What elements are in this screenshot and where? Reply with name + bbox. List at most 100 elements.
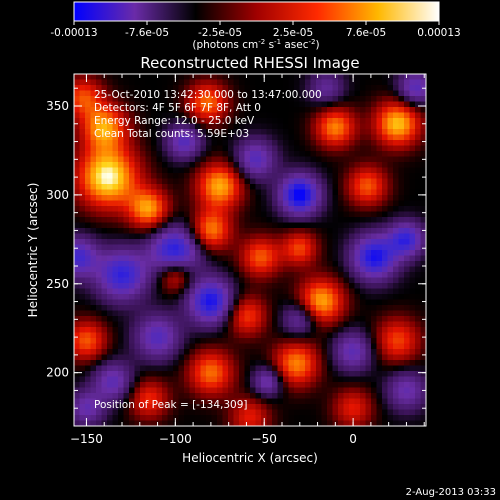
heatmap-cell [360, 233, 367, 240]
heatmap-cell [123, 299, 130, 306]
heatmap-cell [96, 420, 103, 426]
heatmap-cell [156, 250, 163, 257]
heatmap-cell [299, 299, 306, 306]
heatmap-cell [178, 112, 185, 119]
heatmap-cell [404, 305, 411, 312]
heatmap-cell [316, 134, 323, 141]
heatmap-cell [338, 74, 345, 81]
heatmap-cell [96, 85, 103, 92]
heatmap-cell [404, 371, 411, 378]
heatmap-cell [382, 299, 389, 306]
heatmap-cell [332, 156, 339, 163]
heatmap-cell [321, 222, 328, 229]
heatmap-cell [305, 74, 312, 81]
heatmap-cell [250, 321, 257, 328]
heatmap-cell [316, 107, 323, 114]
heatmap-cell [266, 398, 273, 405]
heatmap-cell [85, 129, 92, 136]
heatmap-cell [195, 272, 202, 279]
heatmap-cell [79, 101, 86, 108]
heatmap-cell [162, 211, 169, 218]
heatmap-cell [299, 316, 306, 323]
heatmap-cell [189, 332, 196, 339]
heatmap-cell [250, 343, 257, 350]
heatmap-cell [376, 96, 383, 103]
heatmap-cell [140, 118, 147, 125]
heatmap-cell [360, 239, 367, 246]
heatmap-cell [233, 112, 240, 119]
heatmap-cell [222, 151, 229, 158]
heatmap-cell [217, 376, 224, 383]
heatmap-cell [288, 409, 295, 416]
heatmap-cell [409, 129, 416, 136]
heatmap-cell [173, 332, 180, 339]
heatmap-cell [211, 200, 218, 207]
heatmap-cell [173, 145, 180, 152]
heatmap-cell [140, 354, 147, 361]
heatmap-cell [250, 415, 257, 422]
heatmap-cell [217, 316, 224, 323]
heatmap-cell [283, 112, 290, 119]
heatmap-cell [365, 398, 372, 405]
heatmap-cell [288, 244, 295, 251]
heatmap-cell [365, 217, 372, 224]
heatmap-cell [398, 294, 405, 301]
heatmap-cell [244, 74, 251, 81]
heatmap-cell [316, 398, 323, 405]
heatmap-cell [294, 178, 301, 185]
heatmap-cell [85, 211, 92, 218]
heatmap-cell [277, 151, 284, 158]
heatmap-cell [277, 387, 284, 394]
heatmap-cell [156, 145, 163, 152]
heatmap-cell [239, 200, 246, 207]
heatmap-cell [167, 382, 174, 389]
heatmap-cell [167, 332, 174, 339]
heatmap-cell [167, 96, 174, 103]
heatmap-cell [255, 266, 262, 273]
heatmap-cell [360, 266, 367, 273]
heatmap-cell [354, 96, 361, 103]
heatmap-cell [404, 107, 411, 114]
heatmap-cell [228, 184, 235, 191]
heatmap-cell [101, 90, 108, 97]
heatmap-cell [398, 228, 405, 235]
heatmap-cell [393, 195, 400, 202]
heatmap-cell [376, 272, 383, 279]
heatmap-cell [151, 283, 158, 290]
heatmap-cell [162, 272, 169, 279]
heatmap-cell [415, 415, 422, 422]
heatmap-cell [321, 415, 328, 422]
heatmap-cell [239, 332, 246, 339]
heatmap-cell [123, 96, 130, 103]
heatmap-cell [167, 233, 174, 240]
heatmap-cell [305, 420, 312, 426]
heatmap-cell [420, 123, 426, 130]
heatmap-cell [255, 404, 262, 411]
heatmap-cell [206, 85, 213, 92]
heatmap-cell [360, 338, 367, 345]
heatmap-cell [239, 255, 246, 262]
heatmap-cell [365, 79, 372, 86]
heatmap-cell [376, 338, 383, 345]
heatmap-cell [217, 206, 224, 213]
heatmap-cell [365, 244, 372, 251]
heatmap-cell [96, 145, 103, 152]
heatmap-cell [250, 250, 257, 257]
heatmap-cell [349, 145, 356, 152]
heatmap-cell [118, 222, 125, 229]
heatmap-cell [343, 266, 350, 273]
heatmap-cell [173, 162, 180, 169]
heatmap-cell [173, 239, 180, 246]
heatmap-cell [283, 294, 290, 301]
heatmap-cell [261, 327, 268, 334]
heatmap-cell [272, 415, 279, 422]
heatmap-cell [404, 299, 411, 306]
heatmap-cell [74, 211, 81, 218]
heatmap-cell [288, 189, 295, 196]
heatmap-cell [261, 134, 268, 141]
heatmap-cell [338, 184, 345, 191]
heatmap-cell [233, 387, 240, 394]
heatmap-cell [90, 206, 97, 213]
heatmap-cell [294, 200, 301, 207]
